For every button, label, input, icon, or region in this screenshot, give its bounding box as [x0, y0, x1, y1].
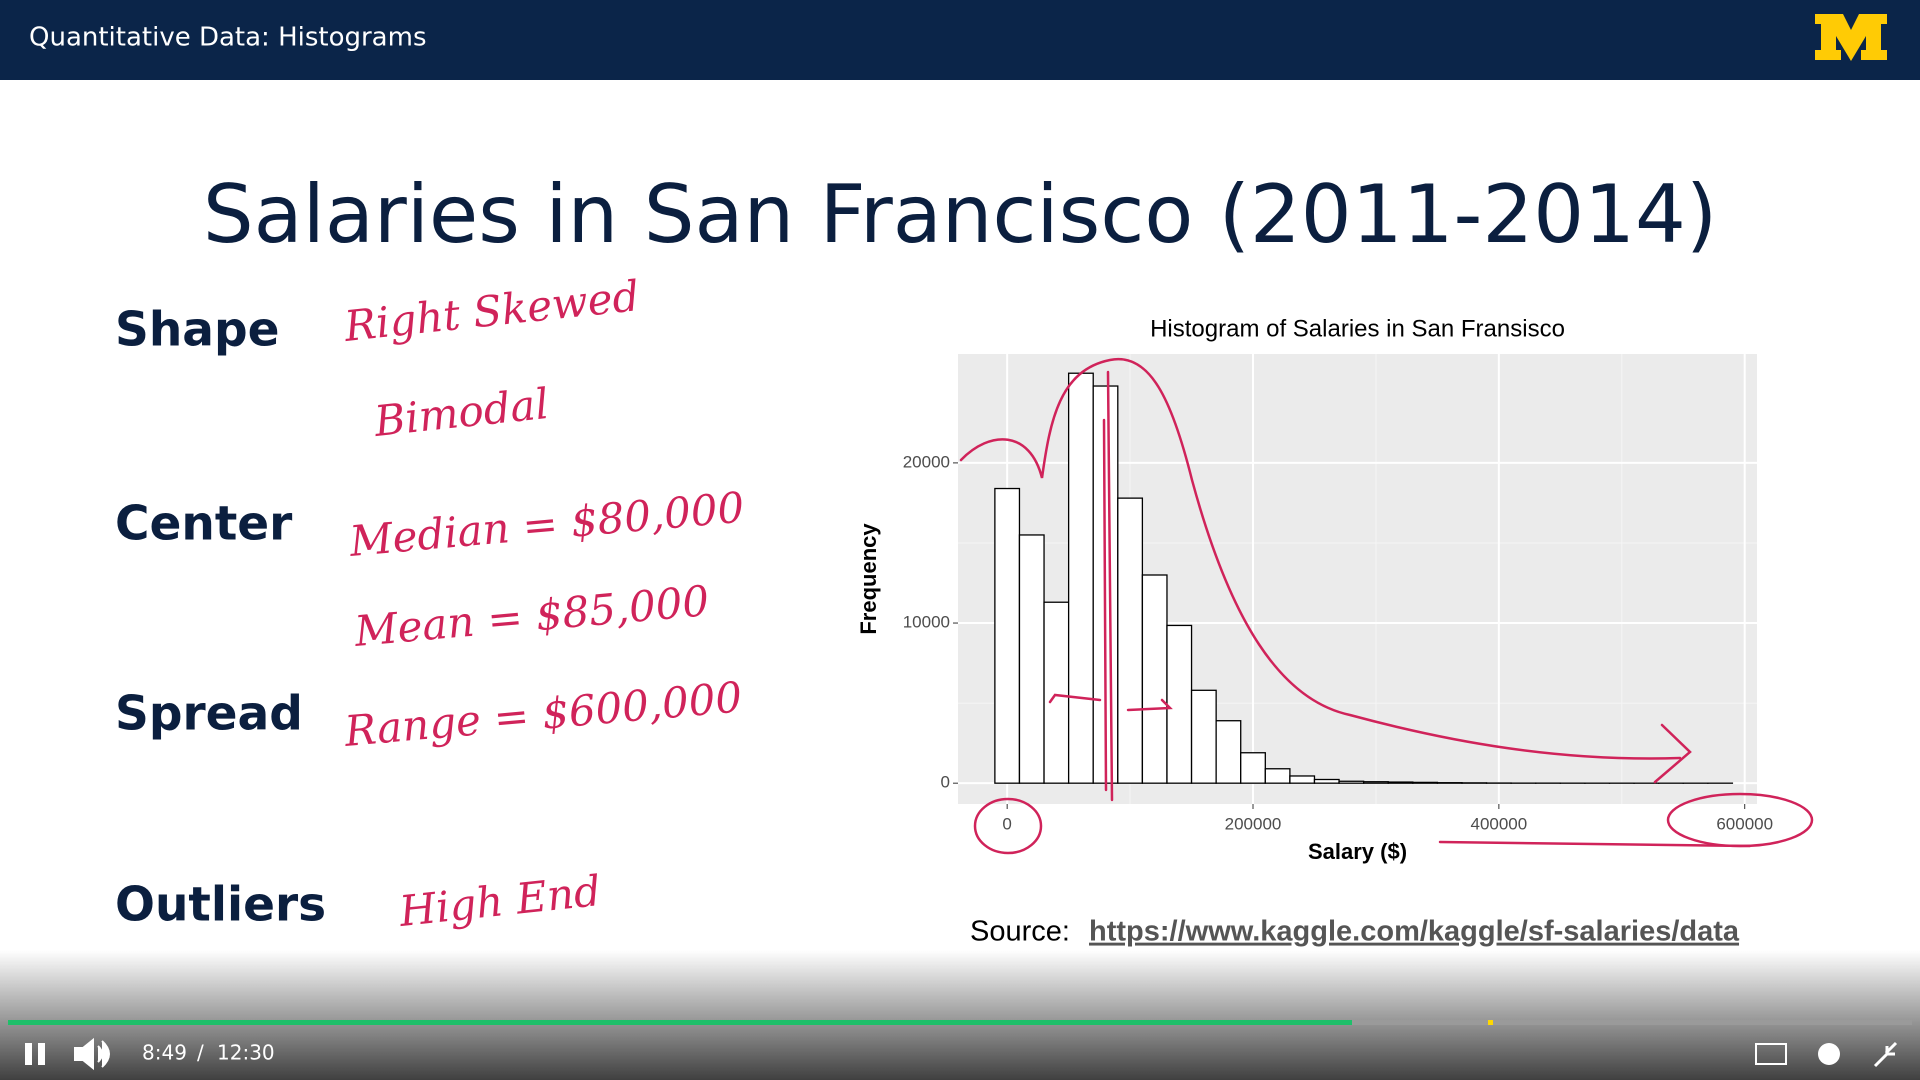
handwritten-note: Right Skewed — [341, 271, 641, 351]
progress-played[interactable] — [8, 1020, 1352, 1025]
histogram-bar — [1240, 752, 1266, 784]
current-time: 8:49 — [142, 1041, 187, 1065]
handwritten-note: Range = $600,000 — [342, 672, 744, 756]
progress-marker — [1488, 1020, 1493, 1025]
pen-arrow — [1653, 723, 1692, 784]
topic-label: Center — [115, 497, 293, 552]
pen-underline — [1438, 840, 1752, 848]
x-axis-title: Salary ($) — [1308, 839, 1407, 864]
handwritten-note: Bimodal — [371, 379, 551, 446]
histogram-bar — [1190, 689, 1217, 784]
handwritten-note: High End — [396, 866, 603, 936]
histogram-bar — [1387, 781, 1414, 784]
x-tick-label: 0 — [1002, 814, 1011, 833]
histogram: Histogram of Salaries in San Fransisco 0 2… — [856, 315, 1773, 863]
histogram-bar — [1412, 781, 1439, 784]
pen-circle — [973, 797, 1043, 855]
histogram-bar — [1338, 780, 1365, 784]
x-tick-label: 600000 — [1716, 814, 1773, 833]
histogram-bar — [1215, 720, 1242, 784]
x-tick-label: 200000 — [1225, 814, 1282, 833]
duration: 12:30 — [217, 1041, 275, 1065]
histogram-bar — [1313, 778, 1340, 784]
histogram-bar — [1362, 781, 1389, 784]
histogram-bar — [1141, 574, 1168, 784]
histogram-bar — [1166, 624, 1193, 784]
y-axis-title: Frequency — [856, 523, 881, 635]
captions-button[interactable] — [1755, 1043, 1787, 1065]
histogram-bar — [1289, 775, 1316, 784]
pause-button[interactable] — [38, 1043, 45, 1065]
source-link[interactable]: https://www.kaggle.com/kaggle/sf-salarie… — [1089, 916, 1740, 948]
topic-label: Outliers — [115, 878, 326, 933]
y-tick-label: 0 — [941, 773, 950, 792]
handwritten-note: Mean = $85,000 — [352, 576, 711, 656]
pen-curve — [959, 357, 1682, 760]
pause-button[interactable] — [25, 1043, 32, 1065]
source-label: Source: — [970, 916, 1070, 948]
handwritten-note: Median = $80,000 — [347, 483, 747, 566]
histogram-bar — [1018, 534, 1045, 784]
y-tick-label: 20000 — [903, 452, 950, 471]
pen-line — [1102, 370, 1114, 802]
header-title: Quantitative Data: Histograms — [29, 23, 427, 53]
controls — [25, 1037, 1898, 1071]
chart-title: Histogram of Salaries in San Fransisco — [1150, 315, 1565, 342]
histogram-bar — [1117, 497, 1144, 784]
slide-title: Salaries in San Francisco (2011-2014) — [203, 168, 1717, 261]
volume-button[interactable] — [74, 1037, 110, 1071]
histogram-bar — [1043, 601, 1070, 784]
histogram-bar — [1264, 768, 1291, 784]
histogram-bar — [1067, 372, 1094, 784]
x-tick-label: 400000 — [1470, 814, 1527, 833]
topic-label: Spread — [115, 687, 303, 742]
pen-strokes — [959, 357, 1814, 855]
y-tick-label: 10000 — [903, 613, 950, 632]
settings-button[interactable] — [1818, 1043, 1840, 1065]
time-separator: / — [197, 1041, 204, 1065]
histogram-bar — [994, 487, 1021, 784]
pen-arrows — [1048, 693, 1173, 712]
exit-fullscreen-button[interactable] — [1873, 1041, 1898, 1068]
logo — [1815, 14, 1887, 61]
control-shade — [0, 950, 1920, 1080]
topic-label: Shape — [115, 303, 280, 358]
header-bar — [0, 0, 1920, 80]
